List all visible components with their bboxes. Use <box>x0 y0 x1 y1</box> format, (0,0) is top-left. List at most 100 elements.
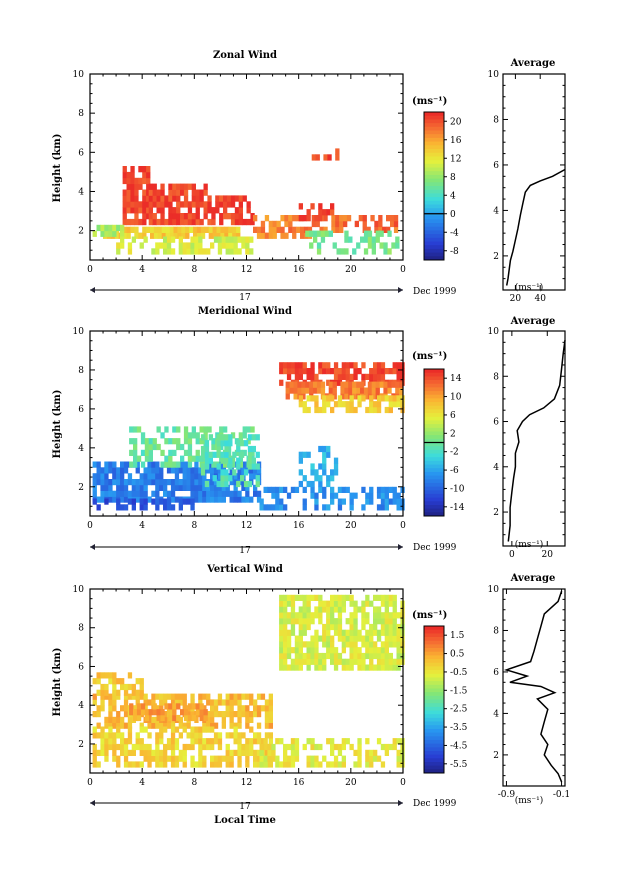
heatmap-cell <box>213 490 219 497</box>
colorbar-swatch <box>424 725 444 730</box>
heatmap-cell <box>139 504 144 511</box>
heatmap-cell <box>194 236 199 243</box>
heatmap-cell <box>290 664 296 671</box>
heatmap-cell <box>233 711 238 718</box>
heatmap-cell <box>233 722 238 729</box>
heatmap-cell <box>166 490 172 497</box>
x-tick-label: 20 <box>345 778 357 788</box>
heatmap-cell <box>164 438 169 445</box>
average-x-tick-label: 0 <box>509 550 515 560</box>
heatmap-cell <box>283 635 288 642</box>
meridional-title: Meridional Wind <box>198 306 292 317</box>
heatmap-cell <box>135 678 140 685</box>
heatmap-cell <box>233 732 238 739</box>
heatmap-cell <box>333 368 339 375</box>
heatmap-cell <box>337 504 343 511</box>
heatmap-cell <box>232 451 237 458</box>
heatmap-cell <box>216 445 221 453</box>
heatmap-cell <box>224 451 229 458</box>
heatmap-cell <box>333 469 339 476</box>
heatmap-cell <box>136 703 142 710</box>
heatmap-cell <box>319 226 324 233</box>
heatmap-cell <box>375 236 380 243</box>
heatmap-cell <box>198 743 203 751</box>
heatmap-cell <box>182 693 187 700</box>
heatmap-cell <box>253 467 258 474</box>
heatmap-cell <box>182 755 187 762</box>
heatmap-cell <box>314 215 319 222</box>
heatmap-cell <box>241 711 246 718</box>
heatmap-cell <box>198 467 203 474</box>
heatmap-cell <box>337 379 343 386</box>
heatmap-cell <box>104 689 109 696</box>
heatmap-cell <box>388 641 393 648</box>
heatmap-cell <box>302 215 307 222</box>
heatmap-cell <box>396 664 401 671</box>
heatmap-cell <box>123 738 129 745</box>
heatmap-cell <box>176 213 181 220</box>
heatmap-cell <box>392 486 397 493</box>
colorbar-swatch <box>424 383 444 388</box>
heatmap-cell <box>104 224 109 232</box>
heatmap-cell <box>387 387 392 394</box>
colorbar-swatch <box>424 126 444 131</box>
heatmap-cell <box>186 242 191 249</box>
heatmap-cell <box>217 738 223 745</box>
heatmap-cell <box>183 218 189 226</box>
heatmap-cell <box>237 716 242 723</box>
heatmap-cell <box>127 761 133 768</box>
colorbar-swatch <box>424 505 444 510</box>
heatmap-cell <box>156 189 161 196</box>
heatmap-cell <box>182 479 187 486</box>
heatmap-cell <box>399 387 404 394</box>
vertical-colorbar-unit: (ms⁻¹) <box>412 610 447 621</box>
heatmap-cell <box>395 381 400 388</box>
colorbar-tick-label: 12 <box>450 154 461 164</box>
heatmap-cell <box>253 732 258 739</box>
heatmap-cell <box>233 749 238 756</box>
heatmap-cell <box>140 461 146 468</box>
heatmap-cell <box>172 213 177 220</box>
heatmap-cell <box>306 641 311 648</box>
heatmap-cell <box>208 226 213 233</box>
heatmap-cell <box>170 693 176 700</box>
colorbar-swatch <box>424 149 444 154</box>
heatmap-cell <box>357 749 362 756</box>
heatmap-cell <box>373 641 378 648</box>
heatmap-cell <box>159 732 164 739</box>
heatmap-cell <box>365 406 370 414</box>
heatmap-cell <box>249 496 254 503</box>
heatmap-cell <box>361 486 366 493</box>
heatmap-cell <box>228 434 233 441</box>
heatmap-cell <box>392 606 397 613</box>
average-x-tick-label: -0.9 <box>498 790 516 800</box>
heatmap-cell <box>290 368 296 375</box>
meridional-date-day: 17 <box>239 546 251 556</box>
heatmap-cell <box>169 226 174 233</box>
heatmap-cell <box>233 738 238 745</box>
heatmap-cell <box>206 490 211 497</box>
heatmap-cell <box>380 629 386 636</box>
heatmap-cell <box>203 207 208 214</box>
heatmap-cell <box>253 473 258 480</box>
heatmap-cell <box>198 761 203 768</box>
heatmap-cell <box>379 242 384 249</box>
heatmap-cell <box>116 761 121 768</box>
heatmap-cell <box>225 732 230 739</box>
heatmap-cell <box>191 201 196 208</box>
heatmap-cell <box>384 629 389 636</box>
heatmap-cell <box>147 716 152 723</box>
heatmap-cell <box>376 652 382 660</box>
heatmap-cell <box>210 761 215 768</box>
heatmap-cell <box>225 705 230 712</box>
heatmap-cell <box>139 490 144 497</box>
heatmap-cell <box>247 434 253 441</box>
heatmap-cell <box>217 699 223 706</box>
heatmap-cell <box>367 381 373 388</box>
average-x-tick-label: 20 <box>510 294 522 304</box>
heatmap-cell <box>217 761 223 768</box>
heatmap-cell <box>314 755 319 762</box>
heatmap-cell <box>318 612 323 619</box>
x-tick-label: 16 <box>293 521 305 531</box>
heatmap-cell <box>151 498 156 505</box>
